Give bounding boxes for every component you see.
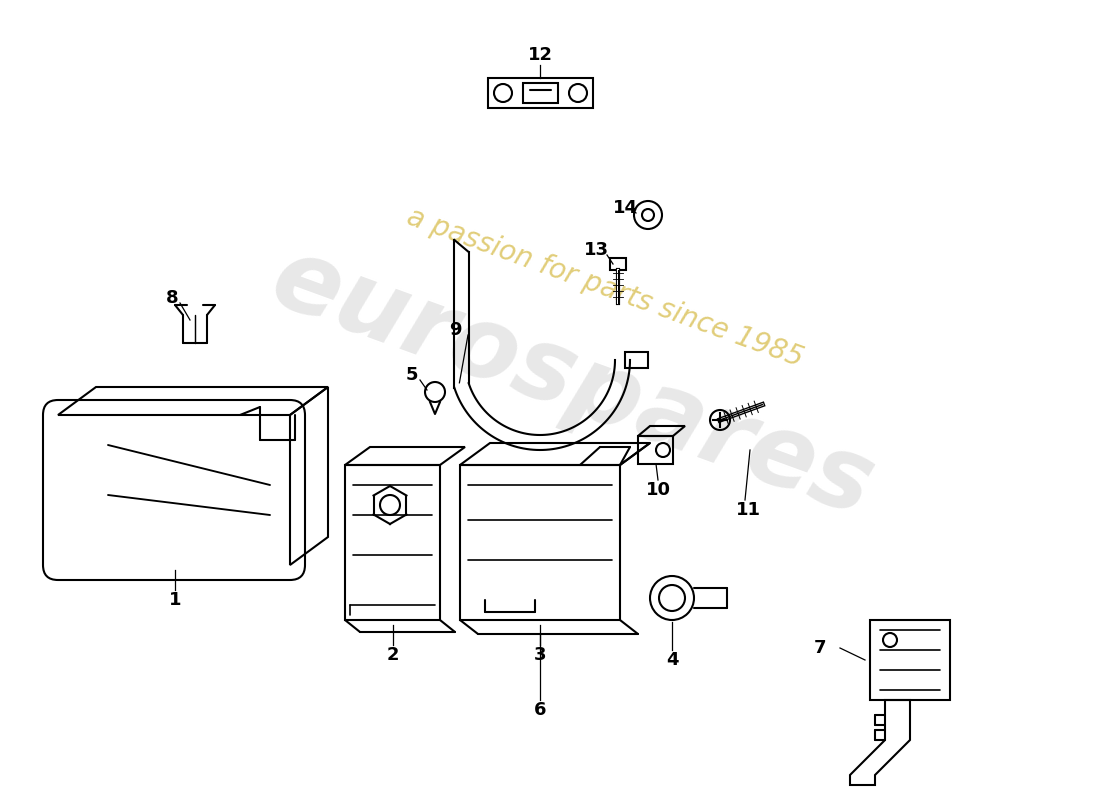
Text: 5: 5 [406, 366, 418, 384]
Text: 4: 4 [666, 651, 679, 669]
Text: 3: 3 [534, 646, 547, 664]
Text: 8: 8 [166, 289, 178, 307]
Text: 11: 11 [736, 501, 760, 519]
Text: 14: 14 [613, 199, 638, 217]
Text: 2: 2 [387, 646, 399, 664]
Text: 6: 6 [534, 701, 547, 719]
Text: 1: 1 [168, 591, 182, 609]
Text: 12: 12 [528, 46, 552, 64]
Text: 9: 9 [449, 321, 461, 339]
Text: eurospares: eurospares [258, 230, 886, 538]
Text: 13: 13 [583, 241, 608, 259]
Text: a passion for parts since 1985: a passion for parts since 1985 [403, 203, 807, 373]
Text: 10: 10 [646, 481, 671, 499]
Text: 7: 7 [814, 639, 826, 657]
